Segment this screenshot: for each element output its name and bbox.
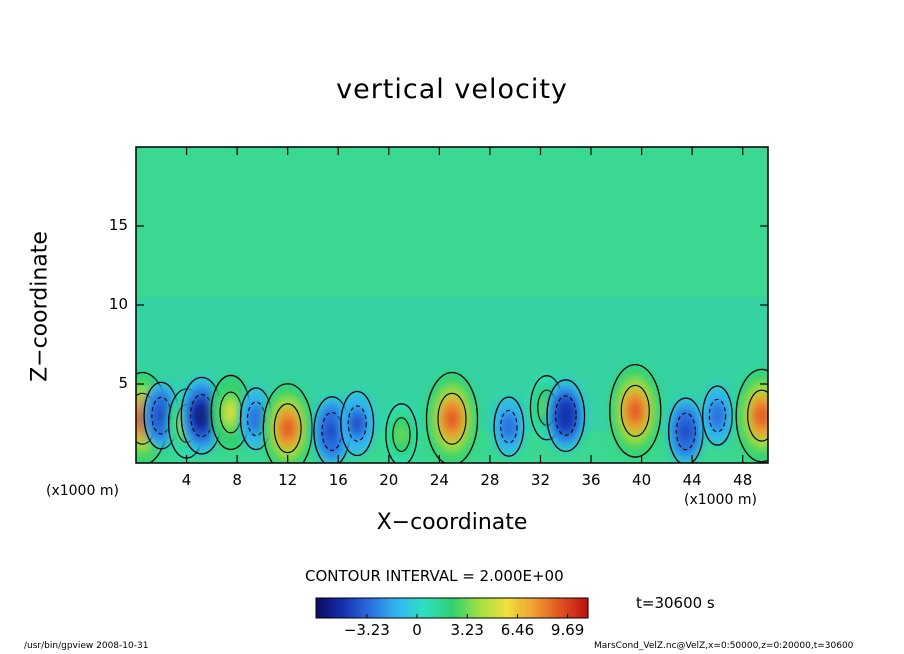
field-cell xyxy=(667,397,704,463)
colorbar-tick-label: 3.23 xyxy=(450,621,484,639)
field-cell xyxy=(735,368,768,463)
x-tick-label: 20 xyxy=(379,471,399,489)
contour-interval-text: CONTOUR INTERVAL = 2.000E+00 xyxy=(305,567,564,585)
footer-program: /usr/bin/gpview 2008-10-31 xyxy=(24,641,149,651)
x-tick-label: 8 xyxy=(232,471,242,489)
x-tick-label: 32 xyxy=(530,471,551,489)
y-axis-label: Z−coordinate xyxy=(27,231,53,382)
field-cell xyxy=(609,363,662,458)
x-tick-label: 44 xyxy=(682,471,702,489)
x-axis-label: X−coordinate xyxy=(0,510,904,535)
x-tick-label: 48 xyxy=(733,471,753,489)
y-tick-label: 5 xyxy=(118,374,128,392)
field-cell xyxy=(493,396,525,457)
x-tick-label: 36 xyxy=(581,471,601,489)
x-tick-label: 24 xyxy=(429,471,449,489)
field-cell xyxy=(262,383,313,463)
x-tick-label: 4 xyxy=(181,471,192,489)
footer-source: MarsCond_VelZ.nc@VelZ,x=0:50000,z=0:2000… xyxy=(594,641,854,651)
x-tick-label: 12 xyxy=(278,471,298,489)
colorbar-tick-label: −3.23 xyxy=(343,621,390,639)
field-cell xyxy=(313,396,351,463)
y-tick-label: 10 xyxy=(108,295,128,313)
field-cell xyxy=(701,385,733,446)
x-tick-label: 16 xyxy=(328,471,348,489)
field-cell xyxy=(210,374,252,451)
field-cell xyxy=(425,371,479,463)
field-cell xyxy=(180,376,223,455)
time-label: t=30600 s xyxy=(636,594,715,612)
x-unit-label-left: (x1000 m) xyxy=(46,483,119,499)
y-tick-label: 15 xyxy=(108,216,128,234)
chart-title: vertical velocity xyxy=(336,74,568,105)
colorbar-tick-label: 6.46 xyxy=(500,621,535,639)
field-cell xyxy=(340,390,375,457)
field-cell xyxy=(546,379,586,453)
colorbar-tick-label: 9.69 xyxy=(550,621,585,639)
x-unit-label-right: (x1000 m) xyxy=(684,492,757,508)
field-cell xyxy=(239,387,273,451)
field-cell xyxy=(385,403,418,463)
x-axis-label-text: X−coordinate xyxy=(376,510,528,535)
colorbar xyxy=(315,597,589,619)
colorbar-tick-label: 0 xyxy=(412,621,422,639)
x-tick-label: 40 xyxy=(632,471,652,489)
x-tick-label: 28 xyxy=(480,471,500,489)
